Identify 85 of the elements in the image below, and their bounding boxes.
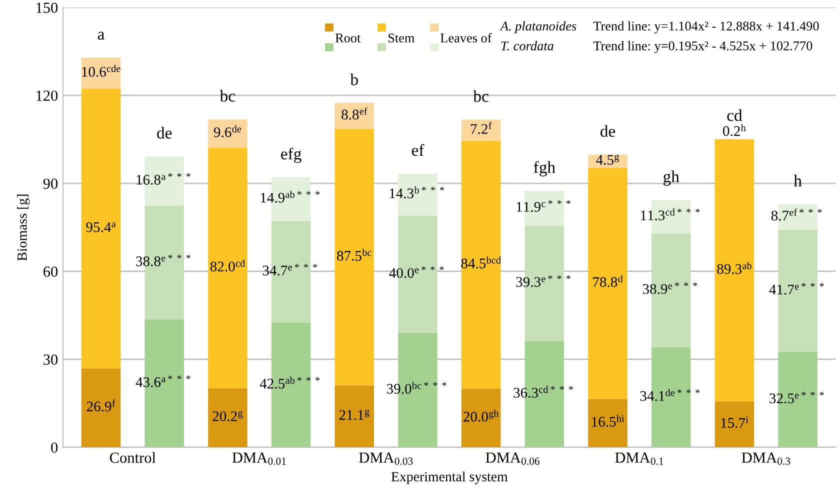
- data-label: 34.1$^{de***}$: [640, 389, 700, 401]
- bar: [461, 388, 501, 448]
- total-label: ef: [412, 144, 424, 156]
- y-tick-label: 0: [51, 442, 58, 453]
- bar: [208, 148, 248, 388]
- data-label: 15.7$^{i}$: [721, 416, 748, 428]
- y-axis-title: Biomass [g]: [17, 194, 30, 261]
- legend-label: Stem: [388, 34, 414, 42]
- data-label: 89.3$^{ab}$: [717, 262, 752, 274]
- data-label: 20.2$^{g}$: [212, 411, 243, 422]
- bar: [334, 103, 374, 129]
- total-label: b: [350, 74, 358, 86]
- data-label: 9.6$^{de}$: [214, 125, 242, 138]
- y-tick-label: 30: [44, 354, 58, 365]
- data-label: 21.1$^{g}$: [339, 410, 370, 420]
- bar: [334, 385, 374, 448]
- x-tick-label: DMA$_{0.3}$: [742, 452, 790, 465]
- total-label: de: [600, 125, 616, 137]
- data-label: 78.8$^{d}$: [593, 275, 623, 288]
- annotation: Trend line: y=0.195x² - 4.525x + 102.770: [593, 41, 812, 54]
- data-label: 40.0$^{e***}$: [389, 266, 444, 278]
- x-tick-label: DMA$_{0.06}$: [486, 452, 540, 465]
- bar: [208, 119, 248, 148]
- annotation: Trend line: y=1.104x² - 12.888x + 141.490: [593, 21, 819, 34]
- x-tick-label: DMA$_{0.1}$: [615, 452, 664, 465]
- legend-label: Root: [335, 34, 361, 42]
- annotation: A. platanoides: [500, 21, 576, 34]
- data-label: 36.3$^{cd***}$: [514, 386, 574, 398]
- y-tick-label: 60: [44, 266, 58, 277]
- data-label: 82.0$^{cd}$: [210, 260, 245, 272]
- data-label: 0.2$^{h}$: [723, 124, 746, 136]
- x-axis-title: Experimental system: [391, 472, 508, 484]
- x-tick-label: Control: [110, 452, 156, 463]
- bar: [81, 88, 121, 368]
- bar: [461, 140, 501, 389]
- data-label: 43.6$^{a***}$: [136, 376, 190, 388]
- data-label: 38.9$^{e***}$: [642, 282, 698, 294]
- legend-label: Leaves of: [440, 33, 492, 42]
- data-label: 41.7$^{e***}$: [769, 282, 824, 295]
- data-label: 4.5$^{g}$: [596, 154, 620, 165]
- data-label: 11.3$^{cd***}$: [640, 208, 700, 220]
- bar: [588, 398, 628, 448]
- bar: [334, 128, 374, 386]
- data-label: 34.7$^{e***}$: [262, 264, 318, 276]
- data-label: 10.6$^{cde}$: [82, 64, 120, 77]
- data-label: 16.5$^{hi}$: [592, 414, 624, 427]
- bar: [588, 168, 628, 399]
- data-label: 87.5$^{bc}$: [337, 248, 372, 261]
- data-label: 20.0$^{gh}$: [464, 410, 499, 422]
- bar: [714, 139, 754, 402]
- data-label: 39.3$^{e***}$: [516, 275, 570, 287]
- data-label: 14.3$^{b***}$: [390, 186, 444, 198]
- y-tick-label: 120: [36, 90, 58, 101]
- bar: [714, 401, 754, 448]
- y-tick-label: 150: [36, 2, 58, 13]
- data-label: 38.8$^{e***}$: [136, 254, 190, 266]
- total-label: gh: [663, 170, 680, 186]
- annotation: T. cordata: [501, 41, 554, 50]
- total-label: efg: [281, 148, 302, 163]
- x-tick-label: DMA$_{0.03}$: [359, 452, 413, 465]
- data-label: 39.0$^{bc***}$: [387, 382, 446, 394]
- total-label: bc: [220, 90, 236, 102]
- bar: [588, 154, 628, 168]
- bar: [81, 58, 121, 89]
- bar: [461, 120, 501, 141]
- bar: [81, 368, 121, 448]
- total-label: cd: [727, 109, 742, 121]
- data-label: 14.9$^{ab***}$: [260, 190, 320, 203]
- bar: [208, 388, 248, 448]
- total-label: a: [98, 32, 104, 40]
- total-label: fgh: [534, 161, 556, 176]
- data-label: 26.9$^{f}$: [86, 399, 116, 412]
- x-tick-label: DMA$_{0.01}$: [232, 452, 286, 465]
- data-label: 16.8$^{a***}$: [136, 173, 190, 185]
- data-label: 8.8$^{ef}$: [342, 108, 368, 120]
- total-label: h: [794, 174, 802, 186]
- data-label: 11.9$^{c***}$: [516, 200, 570, 212]
- total-label: de: [157, 126, 172, 139]
- data-label: 7.2$^{f}$: [470, 122, 492, 134]
- data-label: 42.5$^{ab***}$: [260, 376, 320, 389]
- total-label: bc: [473, 90, 488, 102]
- data-label: 32.5$^{e***}$: [770, 392, 824, 404]
- y-tick-label: 90: [43, 178, 58, 189]
- data-label: 95.4$^{a}$: [86, 222, 116, 232]
- data-label: 8.7$^{ef***}$: [771, 208, 822, 221]
